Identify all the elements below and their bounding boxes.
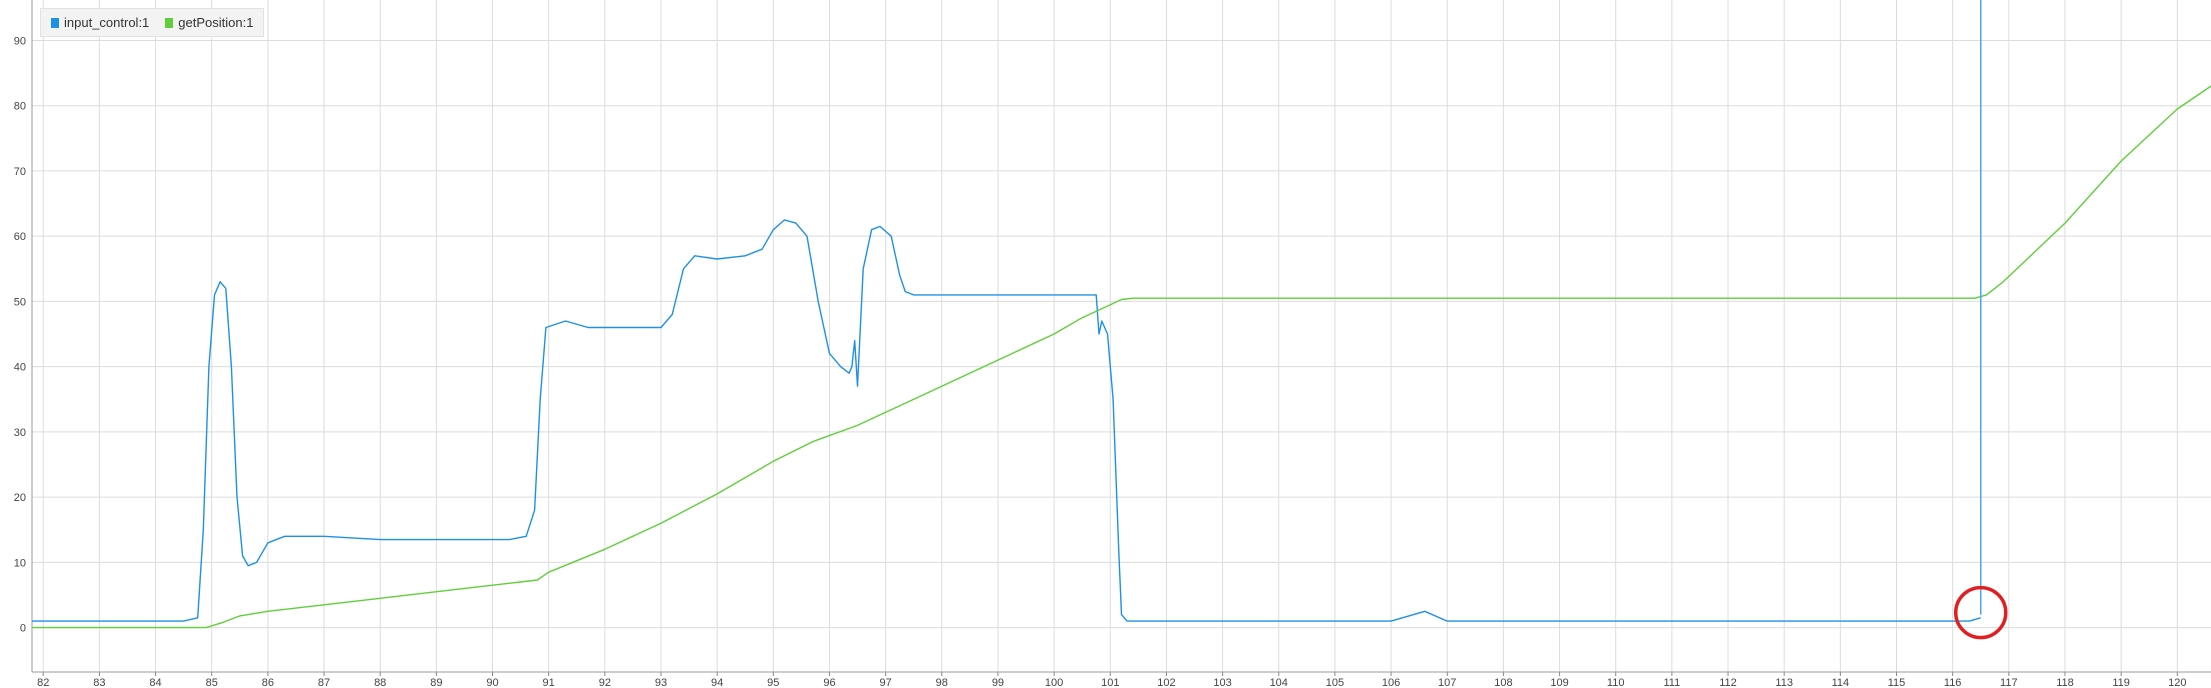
x-tick-label: 106 bbox=[1382, 677, 1400, 688]
highlight-circle bbox=[1953, 585, 2008, 640]
x-tick-label: 91 bbox=[543, 677, 555, 688]
series-line-input-control-1 bbox=[32, 219, 1981, 622]
legend-swatch-icon bbox=[165, 17, 174, 28]
axes bbox=[31, 0, 2211, 676]
series-layer bbox=[32, 85, 2211, 629]
y-tick-label: 50 bbox=[14, 296, 26, 308]
x-tick-label: 96 bbox=[823, 677, 835, 688]
y-tick-label: 80 bbox=[14, 101, 26, 113]
x-tick-label: 120 bbox=[2168, 677, 2186, 688]
x-tick-label: 117 bbox=[2000, 677, 2018, 688]
x-tick-label: 98 bbox=[936, 677, 948, 688]
x-tick-label: 101 bbox=[1101, 677, 1119, 688]
x-tick-label: 103 bbox=[1213, 677, 1231, 688]
y-tick-label: 0 bbox=[20, 623, 26, 635]
x-tick-label: 87 bbox=[318, 677, 330, 688]
x-tick-label: 99 bbox=[992, 677, 1004, 688]
x-tick-label: 108 bbox=[1494, 677, 1512, 688]
x-tick-label: 118 bbox=[2056, 677, 2074, 688]
x-tick-label: 84 bbox=[149, 677, 161, 688]
x-tick-label: 89 bbox=[430, 677, 442, 688]
x-tick-label: 119 bbox=[2112, 677, 2130, 688]
y-tick-label: 10 bbox=[14, 557, 26, 569]
x-tick-label: 114 bbox=[1832, 677, 1850, 688]
x-tick-label: 90 bbox=[486, 677, 498, 688]
x-tick-label: 100 bbox=[1045, 677, 1063, 688]
y-tick-label: 20 bbox=[14, 492, 26, 504]
x-tick-label: 97 bbox=[880, 677, 892, 688]
x-tick-label: 111 bbox=[1663, 677, 1680, 688]
y-tick-label: 60 bbox=[14, 231, 26, 243]
x-tick-label: 104 bbox=[1270, 677, 1288, 688]
legend-swatch-icon bbox=[51, 17, 59, 28]
x-tick-label: 85 bbox=[206, 677, 218, 688]
y-tick-label: 40 bbox=[14, 362, 26, 374]
x-tick-label: 116 bbox=[1944, 677, 1962, 688]
legend-label: input_control:1 bbox=[64, 15, 150, 30]
x-tick-label: 115 bbox=[1888, 677, 1906, 688]
legend: input_control:1 getPosition:1 bbox=[40, 8, 265, 37]
overlay bbox=[1953, 0, 2008, 640]
y-tick-label: 30 bbox=[14, 427, 26, 439]
grid bbox=[32, 0, 2211, 672]
x-tick-label: 94 bbox=[711, 677, 723, 688]
y-tick-label: 90 bbox=[14, 35, 26, 47]
x-tick-label: 93 bbox=[655, 677, 667, 688]
x-tick-label: 82 bbox=[37, 677, 49, 688]
legend-label: getPosition:1 bbox=[178, 15, 254, 30]
x-tick-label: 105 bbox=[1326, 677, 1344, 688]
y-tick-label: 70 bbox=[14, 166, 26, 178]
x-tick-label: 95 bbox=[767, 677, 779, 688]
x-tick-label: 109 bbox=[1550, 677, 1568, 688]
legend-item-get-position[interactable]: getPosition:1 bbox=[165, 15, 253, 30]
x-tick-label: 107 bbox=[1438, 677, 1456, 688]
x-tick-label: 112 bbox=[1719, 677, 1737, 688]
series-line-getposition-1 bbox=[32, 85, 2211, 629]
x-tick-label: 92 bbox=[599, 677, 611, 688]
tick-labels: 82 83 84 85 86 87 88 89 90 91 92 93 94 95 96 97 98 99 100 1… bbox=[14, 35, 2187, 688]
x-tick-label: 88 bbox=[374, 677, 386, 688]
x-tick-label: 83 bbox=[93, 677, 105, 688]
legend-item-input-control[interactable]: input_control:1 bbox=[51, 15, 149, 30]
x-tick-label: 86 bbox=[262, 677, 274, 688]
x-tick-label: 113 bbox=[1775, 677, 1793, 688]
x-tick-label: 102 bbox=[1157, 677, 1175, 688]
x-tick-label: 110 bbox=[1607, 677, 1625, 688]
